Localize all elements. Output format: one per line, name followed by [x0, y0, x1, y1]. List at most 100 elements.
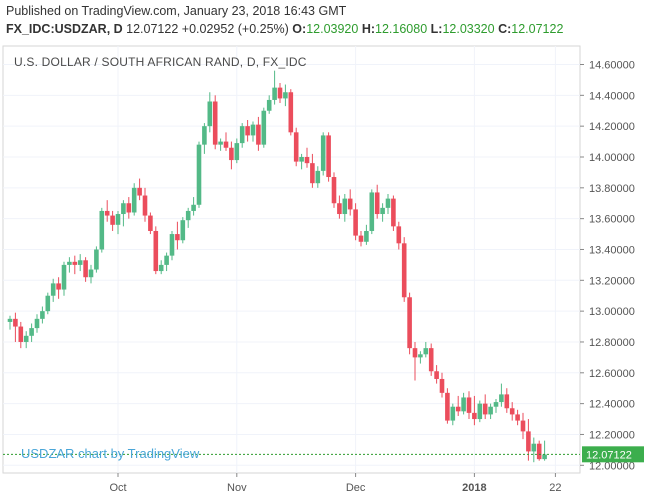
candle-body — [310, 163, 315, 184]
candle-body — [34, 318, 40, 329]
last-price-badge — [582, 446, 644, 463]
candle-body — [207, 101, 213, 127]
last-price-label: 12.07122 — [586, 449, 632, 461]
candle-body — [385, 198, 391, 208]
x-tick-label: 2018 — [462, 482, 486, 494]
candle-body — [45, 295, 51, 312]
open-value: 12.03920 — [306, 22, 359, 36]
candle-body — [245, 126, 250, 136]
candle-body — [229, 147, 234, 161]
candle-body — [439, 378, 445, 393]
candle-body — [212, 101, 218, 145]
candle-body — [304, 156, 310, 164]
y-tick-label: 13.00000 — [589, 306, 635, 318]
candle-body — [94, 249, 99, 270]
candle-body — [169, 234, 175, 256]
candle-body — [418, 354, 423, 358]
candle-body — [455, 406, 461, 412]
y-tick-label: 12.60000 — [589, 368, 635, 380]
y-tick-label: 13.80000 — [589, 183, 635, 195]
candle-body — [288, 92, 294, 133]
y-tick-label: 12.20000 — [589, 429, 635, 441]
candle-body — [7, 318, 13, 322]
candle-body — [536, 443, 542, 460]
low-label: L: — [430, 22, 443, 36]
candle-body — [110, 215, 115, 225]
y-tick-label: 12.40000 — [589, 399, 635, 411]
y-tick-label: 12.00000 — [589, 460, 635, 472]
candle-body — [261, 110, 267, 145]
candle-body — [153, 230, 159, 272]
candle-body — [40, 311, 45, 319]
candle-body — [202, 126, 207, 145]
x-tick-label: Dec — [346, 482, 366, 494]
y-tick-label: 14.40000 — [589, 90, 635, 102]
candle-body — [531, 443, 537, 452]
candle-body — [320, 135, 326, 171]
candle-body — [23, 335, 29, 342]
high-value: 12.16080 — [375, 22, 428, 36]
change-value: +0.02952 (+0.25%) — [181, 22, 289, 36]
candle-body — [526, 431, 531, 452]
candle-body — [191, 204, 196, 211]
candle-body — [148, 215, 153, 231]
candle-body — [223, 141, 229, 148]
candle-body — [315, 170, 321, 184]
chart-title: U.S. DOLLAR / SOUTH AFRICAN RAND, D, FX_… — [14, 55, 307, 69]
candle-body — [164, 255, 169, 265]
candle-body — [342, 198, 348, 215]
candle-body — [175, 234, 180, 241]
candle-body — [434, 371, 439, 379]
close-label: C: — [498, 22, 512, 36]
candle-body — [412, 348, 418, 358]
candle-body — [104, 210, 110, 216]
candle-body — [121, 203, 126, 215]
x-tick-label: 22 — [549, 482, 561, 494]
candle-body — [353, 209, 358, 236]
candle-body — [488, 406, 493, 415]
published-line: Published on TradingView.com, January 23… — [6, 4, 347, 18]
candle-body — [445, 392, 450, 421]
candle-body — [250, 124, 256, 136]
candle-body — [115, 214, 121, 225]
open-label: O: — [292, 22, 307, 36]
candle-body — [72, 261, 78, 265]
candle-body — [391, 198, 396, 227]
candle-body — [239, 126, 245, 144]
candle-body — [77, 260, 83, 265]
candle-body — [196, 144, 202, 205]
candle-body — [18, 326, 24, 342]
high-label: H: — [361, 22, 376, 36]
candle-body — [347, 198, 353, 210]
candle-body — [504, 394, 510, 409]
candle-body — [126, 203, 132, 213]
candle-body — [29, 328, 34, 336]
candle-body — [277, 87, 283, 99]
candle-body — [358, 235, 364, 242]
candle-body — [482, 403, 488, 415]
candle-body — [218, 141, 223, 145]
last-value: 12.07122 — [126, 22, 179, 36]
y-tick-label: 14.60000 — [589, 59, 635, 71]
candle-body — [50, 283, 56, 296]
candle-body — [499, 394, 504, 403]
y-tick-label: 13.60000 — [589, 214, 635, 226]
candle-body — [477, 403, 483, 420]
candle-body — [466, 397, 472, 413]
candle-body — [369, 192, 375, 231]
y-tick-label: 12.80000 — [589, 337, 635, 349]
x-tick-label: Oct — [109, 482, 126, 494]
y-tick-label: 14.20000 — [589, 121, 635, 133]
candle-body — [99, 210, 105, 250]
candle-body — [293, 132, 299, 162]
candle-body — [542, 454, 547, 460]
candle-body — [428, 348, 434, 372]
low-value: 12.03320 — [442, 22, 495, 36]
symbol-label: FX_IDC:USDZAR, D — [6, 22, 123, 36]
watermark-link[interactable]: USDZAR chart by TradingView — [21, 446, 200, 461]
candle-body — [493, 402, 499, 407]
y-tick-label: 13.40000 — [589, 244, 635, 256]
candle-body — [67, 261, 72, 265]
candle-body — [337, 203, 342, 215]
